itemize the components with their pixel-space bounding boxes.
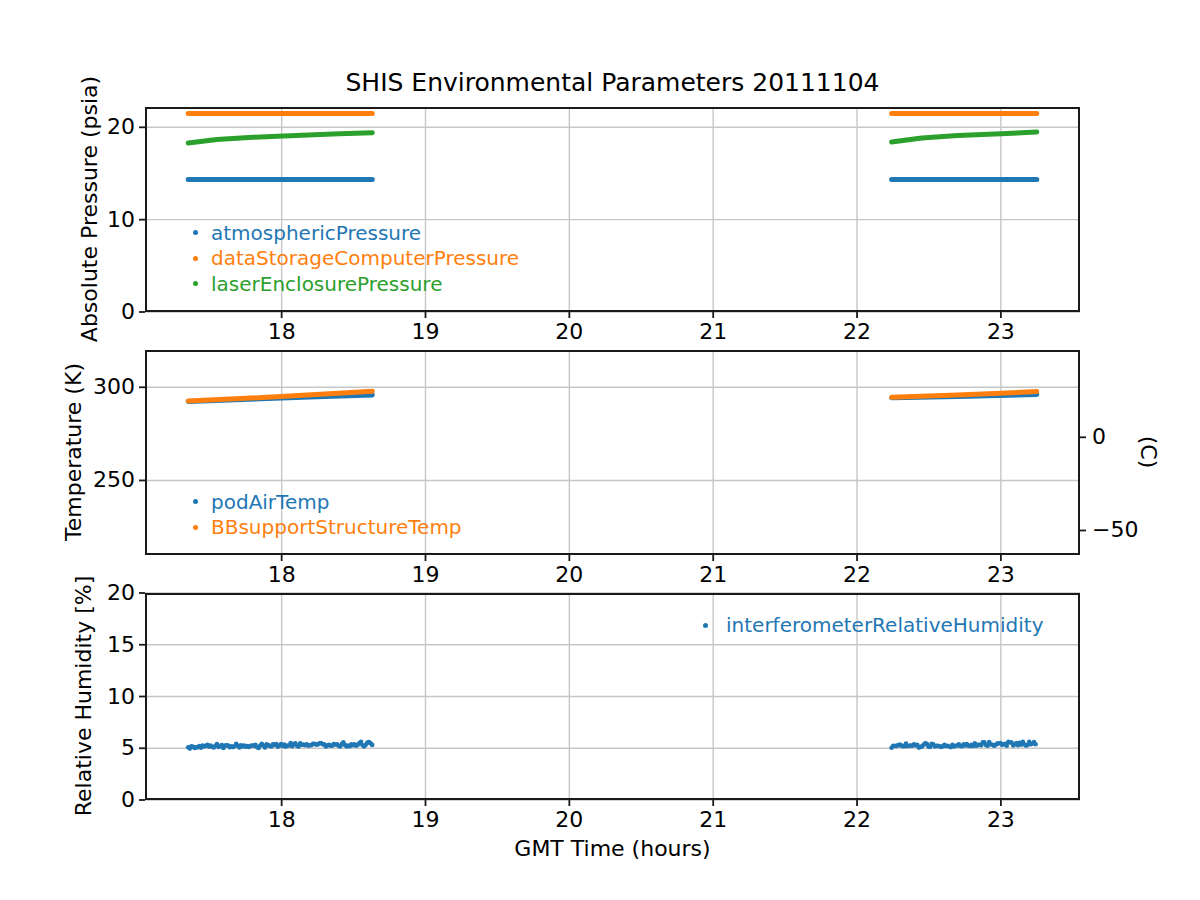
legend-item: interferometerRelativeHumidity (703, 612, 1043, 638)
chart-title: SHIS Environmental Parameters 20111104 (145, 68, 1080, 97)
data-point (1033, 742, 1038, 747)
y-tick-label: 5 (55, 735, 135, 761)
x-tick-label: 19 (394, 319, 458, 344)
x-tick-label: 19 (394, 807, 458, 832)
legend-label: dataStorageComputerPressure (211, 246, 519, 270)
legend-marker-dot-icon (703, 623, 708, 628)
legend-item: laserEnclosurePressure (193, 271, 442, 297)
x-tick-label: 18 (250, 319, 314, 344)
y-tick-label: 20 (55, 114, 135, 140)
x-tick-label: 20 (537, 807, 601, 832)
legend-item: atmosphericPressure (193, 220, 421, 246)
x-tick-label: 20 (537, 319, 601, 344)
figure: SHIS Environmental Parameters 20111104 A… (0, 0, 1200, 900)
legend-item: podAirTemp (193, 489, 329, 515)
legend-item: BBsupportStructureTemp (193, 515, 462, 541)
legend-marker-dot-icon (193, 525, 198, 530)
y-tick-label: 250 (55, 467, 135, 493)
y-tick-label: 10 (55, 207, 135, 233)
x-tick-label: 23 (969, 319, 1033, 344)
legend-label: BBsupportStructureTemp (211, 515, 462, 539)
x-tick-label: 20 (537, 562, 601, 587)
x-tick-label: 22 (825, 807, 889, 832)
pressure-subplot: 18192021222301020atmosphericPressuredata… (145, 107, 1080, 312)
legend-label: interferometerRelativeHumidity (726, 613, 1043, 637)
x-tick-label: 23 (969, 562, 1033, 587)
y-tick-label: 15 (55, 632, 135, 658)
data-point (370, 743, 375, 748)
y-tick-label: 10 (55, 684, 135, 710)
x-tick-label: 22 (825, 562, 889, 587)
legend-marker-dot-icon (193, 230, 198, 235)
x-axis-label: GMT Time (hours) (145, 836, 1080, 861)
series-line-laserEnclosurePressure (892, 132, 1037, 142)
y-tick-label: 300 (55, 374, 135, 400)
x-tick-label: 18 (250, 562, 314, 587)
right-y-tick-label: 0 (1092, 424, 1172, 450)
legend-label: laserEnclosurePressure (211, 272, 442, 296)
right-y-tick-label: −50 (1092, 517, 1172, 543)
legend-item: dataStorageComputerPressure (193, 246, 519, 272)
series-points-interferometerRelativeHumidity (186, 740, 375, 751)
x-tick-label: 22 (825, 319, 889, 344)
legend-marker-dot-icon (193, 281, 198, 286)
x-tick-label: 21 (681, 807, 745, 832)
legend-label: atmosphericPressure (211, 221, 421, 245)
legend-label: podAirTemp (211, 490, 329, 514)
humidity-subplot: 18192021222305101520interferometerRelati… (145, 593, 1080, 800)
series-line-laserEnclosurePressure (188, 133, 372, 143)
y-tick-label: 20 (55, 580, 135, 606)
x-tick-label: 18 (250, 807, 314, 832)
x-tick-label: 21 (681, 319, 745, 344)
x-tick-label: 21 (681, 562, 745, 587)
y-tick-label: 0 (55, 299, 135, 325)
temperature-subplot: 1819202122232503000−50podAirTempBBsuppor… (145, 350, 1080, 555)
y-tick-label: 0 (55, 787, 135, 813)
legend-marker-dot-icon (193, 256, 198, 261)
x-tick-label: 23 (969, 807, 1033, 832)
x-tick-label: 19 (394, 562, 458, 587)
legend-marker-dot-icon (193, 499, 198, 504)
